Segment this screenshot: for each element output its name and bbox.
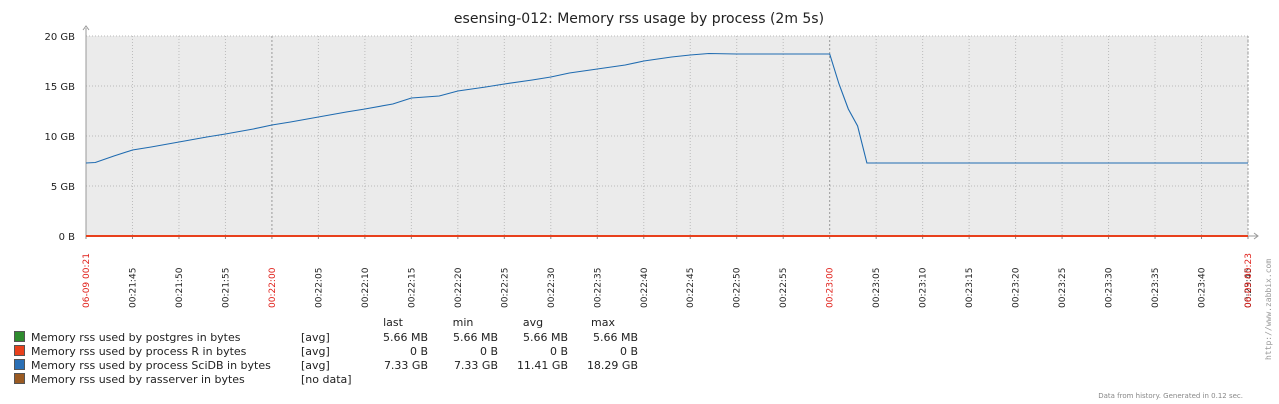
legend-label: Memory rss used by process R in bytes	[31, 345, 247, 358]
legend-max-value: 18.29 GB	[586, 359, 638, 372]
memory-chart: esensing-012: Memory rss usage by proces…	[44, 11, 1259, 308]
legend-label: Memory rss used by rasserver in bytes	[31, 373, 245, 386]
x-tick-label: 00:23:20	[1012, 267, 1022, 308]
x-axis-arrow	[1253, 232, 1259, 240]
legend-func-value: [no data]	[301, 373, 352, 386]
chart-title: esensing-012: Memory rss usage by proces…	[454, 11, 824, 27]
legend-header-min: min	[452, 316, 474, 329]
legend-series-name: Memory rss used by rasserver in bytes	[14, 373, 301, 387]
legend-color-swatch	[14, 331, 25, 342]
x-tick-label: 00:21:50	[175, 267, 185, 308]
x-tick-label: 00:23:35	[1151, 268, 1161, 308]
legend-avg-value: 0 B	[549, 345, 568, 358]
x-tick-label: 00:22:10	[361, 267, 371, 308]
legend-label: Memory rss used by process SciDB in byte…	[31, 359, 271, 372]
legend-header-spacer	[14, 315, 301, 331]
x-tick-label: 06-09 00:21	[82, 253, 92, 308]
legend-color-swatch	[14, 359, 25, 370]
x-tick-label: 00:22:25	[500, 268, 510, 308]
legend-series-name: Memory rss used by process R in bytes	[14, 345, 301, 359]
legend-max-value	[568, 373, 638, 387]
x-tick-label: 00:21:45	[128, 268, 138, 308]
x-tick-label: 00:22:20	[454, 267, 464, 308]
legend-last-value	[358, 373, 428, 387]
legend-color-swatch	[14, 345, 25, 356]
legend-header-avg: avg	[522, 316, 544, 329]
y-tick-label: 10 GB	[44, 132, 75, 143]
x-tick-label: 00:22:05	[314, 268, 324, 308]
legend-last-value: 7.33 GB	[383, 359, 428, 372]
plot-background	[86, 36, 1248, 236]
x-tick-label: 00:23:15	[965, 268, 975, 308]
x-tick-label: 00:22:30	[547, 267, 557, 308]
x-tick-label: 00:22:15	[407, 268, 417, 308]
legend-row: Memory rss used by process R in bytes [av…	[14, 345, 638, 359]
legend-series-name: Memory rss used by postgres in bytes	[14, 331, 301, 345]
legend-label: Memory rss used by postgres in bytes	[31, 331, 241, 344]
legend-min-value: 5.66 MB	[452, 331, 498, 344]
x-tick-label: 00:23:45	[1244, 268, 1254, 308]
x-tick-label: 00:23:30	[1105, 267, 1115, 308]
legend-color-swatch	[14, 373, 25, 384]
legend: last min avg max Memory rss used by post…	[14, 315, 638, 387]
x-tick-label: 00:22:50	[733, 267, 743, 308]
legend-header-last: last	[383, 316, 403, 329]
legend-last-value: 5.66 MB	[382, 331, 428, 344]
x-tick-label: 00:22:00	[268, 267, 278, 308]
x-tick-label: 00:23:10	[919, 267, 929, 308]
legend-func-value: [avg]	[301, 359, 330, 372]
zabbix-url-watermark[interactable]: http://www.zabbix.com	[1262, 0, 1274, 404]
legend-header-spacer	[301, 315, 358, 331]
y-tick-label: 20 GB	[44, 32, 75, 43]
legend-max-value: 5.66 MB	[592, 331, 638, 344]
x-tick-label: 00:22:55	[779, 268, 789, 308]
legend-min-value: 0 B	[479, 345, 498, 358]
legend-min-value	[428, 373, 498, 387]
legend-avg-value: 11.41 GB	[516, 359, 568, 372]
x-tick-label: 00:23:05	[872, 268, 882, 308]
legend-avg-value: 5.66 MB	[522, 331, 568, 344]
plot-area: 0 B 5 GB 10 GB 15 GB 20 GB 06-09 00:21 00:21:4…	[44, 25, 1259, 308]
legend-last-value: 0 B	[409, 345, 428, 358]
x-tick-label: 00:22:45	[686, 268, 696, 308]
generation-footer: Data from history. Generated in 0.12 sec…	[1098, 392, 1243, 400]
x-tick-label: 06-09 00:23	[1244, 253, 1254, 308]
y-axis-arrow	[82, 25, 90, 31]
x-tick-label: 00:23:40	[1198, 267, 1208, 308]
x-tick-label: 00:23:25	[1058, 268, 1068, 308]
x-tick-label: 00:22:35	[593, 268, 603, 308]
series-line-0	[85, 52, 1248, 164]
legend-row: Memory rss used by rasserver in bytes [no…	[14, 373, 638, 387]
x-tick-label: 00:21:55	[221, 268, 231, 308]
legend-avg-value	[498, 373, 568, 387]
legend-max-value: 0 B	[619, 345, 638, 358]
y-tick-label: 15 GB	[44, 82, 75, 93]
x-tick-label: 00:23:00	[826, 267, 836, 308]
legend-row: Memory rss used by postgres in bytes [avg…	[14, 331, 638, 345]
legend-header-max: max	[591, 316, 615, 329]
zabbix-url-text[interactable]: http://www.zabbix.com	[1264, 259, 1273, 360]
legend-func-value: [avg]	[301, 331, 330, 344]
legend-series-name: Memory rss used by process SciDB in byte…	[14, 359, 301, 373]
legend-min-value: 7.33 GB	[453, 359, 498, 372]
legend-row: Memory rss used by process SciDB in byte…	[14, 359, 638, 373]
y-tick-label: 0 B	[59, 232, 76, 243]
x-tick-label: 00:22:40	[640, 267, 650, 308]
legend-func-value: [avg]	[301, 345, 330, 358]
y-tick-label: 5 GB	[51, 182, 75, 193]
